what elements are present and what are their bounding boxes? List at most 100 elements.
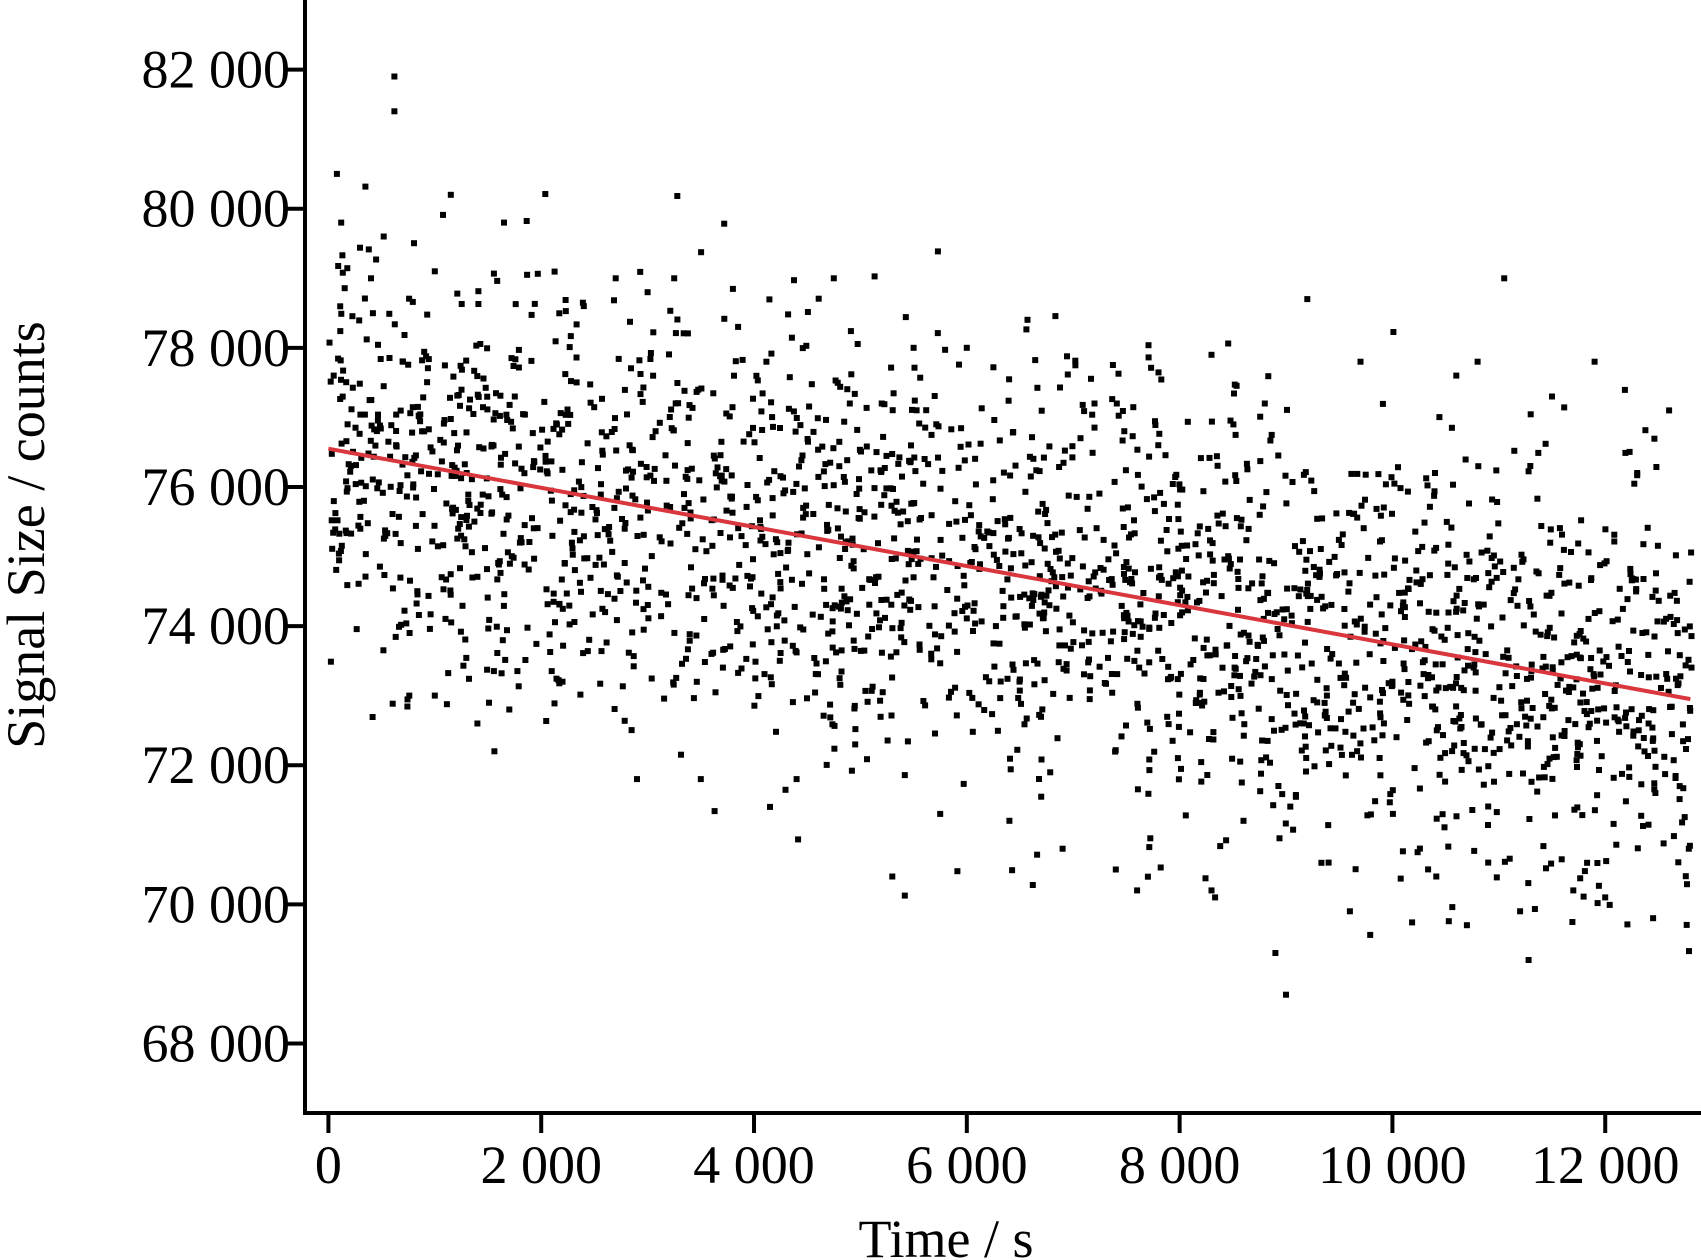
data-point	[466, 675, 472, 682]
data-point	[1325, 822, 1332, 829]
data-point	[377, 422, 383, 429]
data-point	[1686, 578, 1693, 585]
data-point	[455, 525, 462, 532]
data-point	[1389, 510, 1395, 517]
data-point	[665, 601, 672, 608]
data-point	[605, 531, 612, 538]
data-point	[1501, 858, 1508, 865]
data-point	[667, 307, 674, 314]
data-point	[624, 411, 630, 418]
data-point	[1121, 636, 1128, 643]
data-point	[946, 520, 953, 527]
data-point	[628, 474, 635, 481]
data-point	[652, 428, 659, 435]
data-point	[471, 367, 478, 374]
data-point	[1182, 599, 1189, 606]
data-point	[856, 506, 863, 513]
data-point	[1449, 748, 1456, 755]
data-point	[792, 428, 799, 435]
data-point	[768, 601, 774, 608]
data-point	[766, 296, 773, 303]
data-point	[814, 415, 821, 422]
data-point	[448, 619, 455, 626]
data-point	[1338, 716, 1344, 723]
data-point	[963, 615, 970, 622]
data-point	[429, 448, 436, 455]
data-point	[888, 364, 895, 371]
data-point	[1310, 697, 1317, 704]
data-point	[1304, 580, 1311, 587]
data-point	[1206, 736, 1212, 742]
data-point	[1038, 756, 1045, 763]
data-point	[877, 713, 884, 720]
data-point	[497, 461, 504, 468]
data-point	[898, 619, 905, 626]
data-point	[587, 399, 594, 406]
data-point	[473, 342, 480, 349]
data-point	[431, 268, 438, 275]
data-point	[803, 342, 810, 349]
data-point	[674, 316, 681, 323]
data-point	[1124, 655, 1131, 662]
data-point	[1081, 408, 1088, 415]
data-point	[1523, 722, 1530, 729]
data-point	[1666, 407, 1673, 414]
data-point	[1527, 411, 1534, 418]
data-point	[1542, 691, 1549, 697]
data-point	[729, 584, 736, 591]
data-point	[1660, 618, 1667, 625]
x-tick-label: 6 000	[906, 1135, 1028, 1195]
data-point	[1261, 663, 1268, 670]
data-point	[1168, 620, 1175, 626]
data-point	[1465, 662, 1471, 669]
data-point	[640, 606, 647, 613]
data-point	[1549, 667, 1556, 674]
data-point	[1375, 471, 1382, 478]
data-point	[1131, 517, 1137, 524]
data-point	[1649, 737, 1656, 744]
data-point	[1471, 633, 1478, 640]
data-point	[695, 386, 702, 393]
data-point	[418, 468, 425, 475]
data-point	[882, 614, 888, 621]
data-point	[644, 602, 651, 608]
data-point	[841, 478, 848, 485]
data-point	[1245, 525, 1252, 532]
data-point	[1598, 753, 1605, 760]
data-point	[718, 472, 725, 479]
data-point	[675, 400, 682, 407]
data-point	[1635, 743, 1642, 750]
data-point	[1277, 687, 1284, 694]
data-point	[562, 297, 569, 303]
data-point	[1243, 658, 1250, 665]
data-point	[1109, 362, 1116, 368]
data-point	[901, 772, 908, 779]
data-point	[1474, 358, 1481, 365]
data-point	[1308, 660, 1315, 667]
data-point	[534, 525, 541, 532]
data-point	[564, 406, 571, 413]
data-point	[734, 628, 741, 635]
data-point	[482, 545, 488, 552]
data-point	[852, 726, 859, 733]
data-point	[1062, 642, 1068, 649]
data-point	[447, 394, 453, 401]
data-point	[1215, 520, 1222, 527]
data-point	[991, 663, 998, 670]
data-point	[402, 454, 409, 461]
data-point	[1433, 727, 1440, 734]
data-point	[1529, 705, 1536, 711]
data-point	[890, 390, 897, 397]
data-point	[822, 658, 829, 665]
data-point	[1085, 578, 1092, 585]
data-point	[595, 465, 601, 472]
data-point	[773, 728, 779, 735]
data-point	[1026, 621, 1033, 628]
data-point	[1134, 647, 1141, 654]
data-point	[1575, 540, 1582, 547]
data-point	[820, 468, 827, 475]
data-point	[343, 478, 350, 485]
data-point	[859, 584, 866, 591]
data-point	[502, 656, 509, 663]
data-point	[1302, 567, 1309, 574]
